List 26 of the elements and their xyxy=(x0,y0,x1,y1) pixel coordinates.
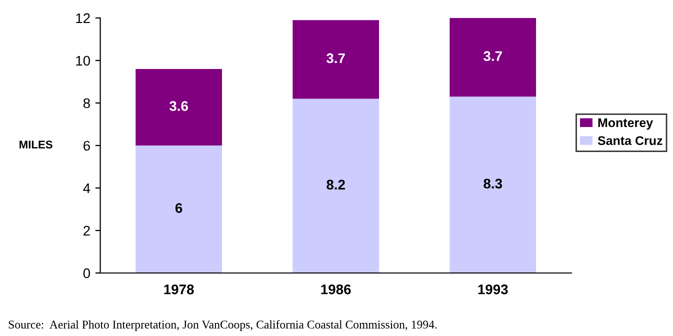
y-axis-title: MILES xyxy=(20,140,52,148)
y-tick-label: 10 xyxy=(76,56,90,66)
bar xyxy=(292,20,380,99)
bar xyxy=(292,98,380,273)
source-note: Source: Aerial Photo Interpretation, Jon VanCoops, California Coastal Commission, 1994. xyxy=(8,320,437,331)
y-tick-label: 2 xyxy=(84,226,90,236)
y-tick-label: 6 xyxy=(84,140,90,151)
y-tick-label: 0 xyxy=(83,268,90,278)
x-tick-label: 1986 xyxy=(321,284,351,294)
data-label: 3.7 xyxy=(326,53,345,64)
data-label: 3.7 xyxy=(484,51,502,62)
legend-label: Santa Cruz xyxy=(598,136,662,146)
legend-label: Monterey xyxy=(598,118,653,130)
bar xyxy=(136,68,222,146)
y-tick-label: 8 xyxy=(83,98,90,108)
data-label: 3.6 xyxy=(169,101,188,111)
y-tick-label: 12 xyxy=(76,13,90,24)
bar xyxy=(136,145,222,273)
data-label: 6 xyxy=(175,203,182,213)
bar xyxy=(450,18,536,97)
x-tick-label: 1993 xyxy=(478,284,508,294)
x-tick-label: 1978 xyxy=(164,284,194,294)
data-label: 8.3 xyxy=(484,178,502,189)
data-label: 8.2 xyxy=(326,180,345,190)
y-tick-label: 4 xyxy=(83,183,90,194)
bar xyxy=(450,96,536,273)
